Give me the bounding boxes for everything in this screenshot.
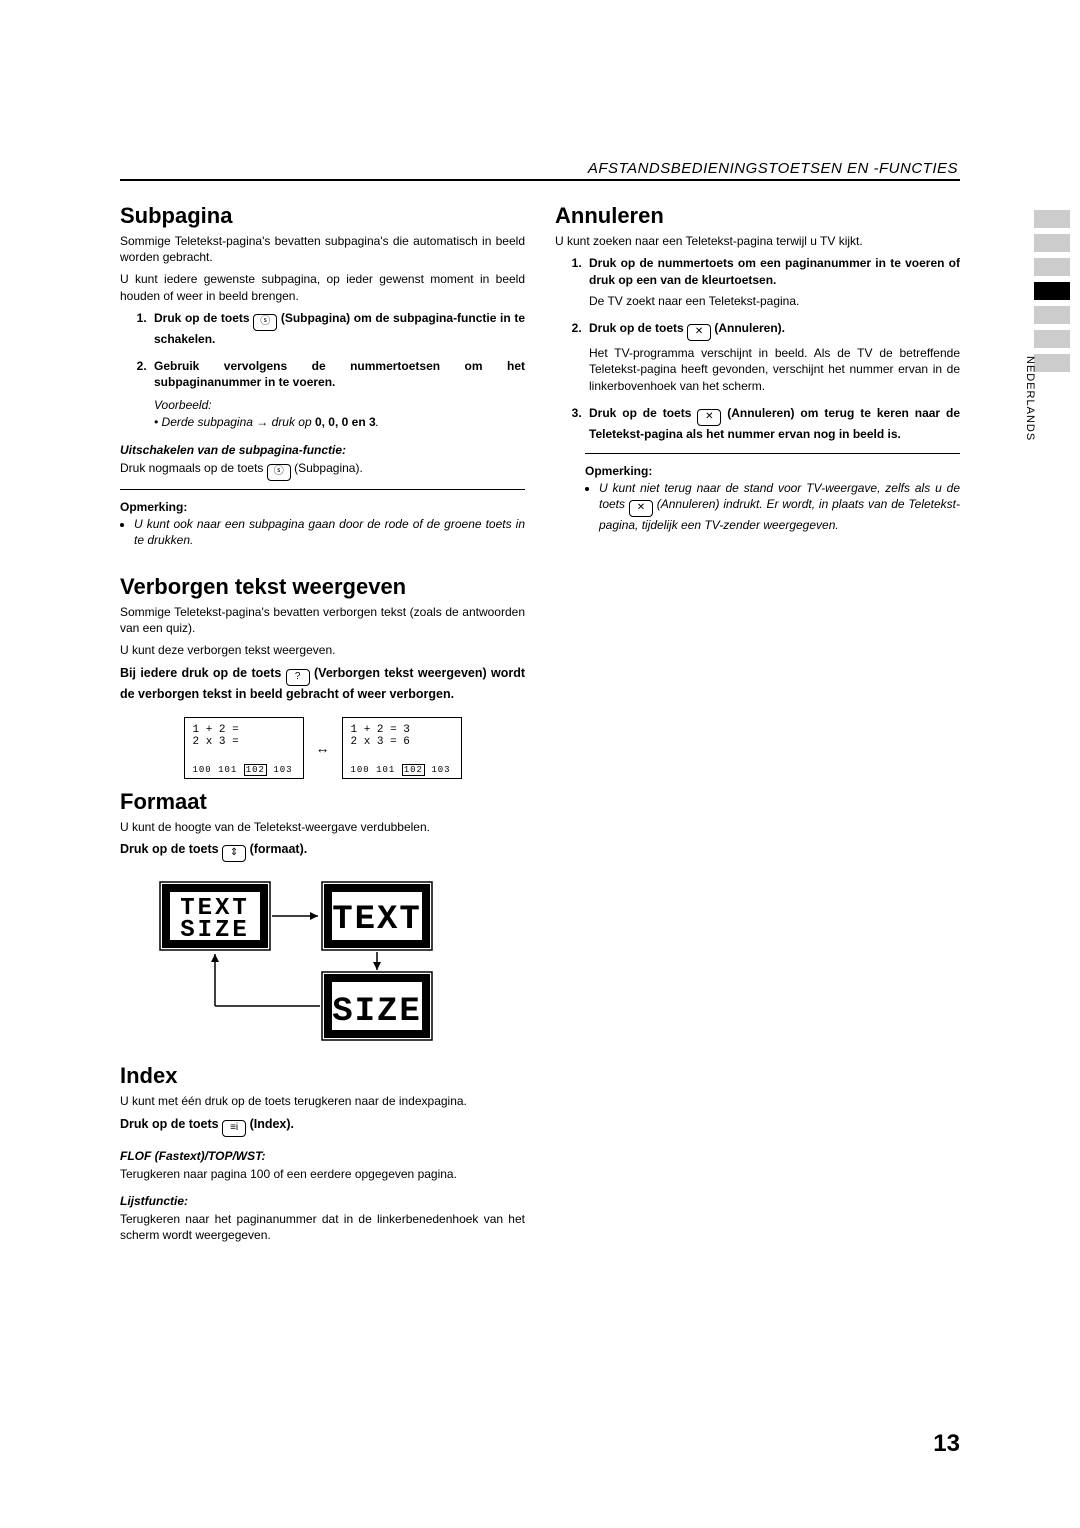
header-rule bbox=[120, 179, 960, 181]
size-icon: ⇕ bbox=[222, 845, 246, 862]
tab-indicator bbox=[1034, 234, 1070, 252]
note-list: U kunt niet terug naar de stand voor TV-… bbox=[585, 480, 960, 533]
note-list: U kunt ook naar een subpagina gaan door … bbox=[120, 516, 525, 548]
paragraph: Terugkeren naar pagina 100 of een eerder… bbox=[120, 1166, 525, 1182]
svg-text:SIZE: SIZE bbox=[332, 993, 422, 1031]
paragraph: Terugkeren naar het paginanummer dat in … bbox=[120, 1211, 525, 1243]
step-item: Druk op de toets ✕ (Annuleren). Het TV-p… bbox=[585, 320, 960, 395]
heading-formaat: Formaat bbox=[120, 789, 525, 815]
subpage-icon: ⓢ bbox=[253, 314, 277, 331]
instruction: Druk op de toets ≡i (Index). bbox=[120, 1116, 525, 1137]
step-sub: Het TV-programma verschijnt in beeld. Al… bbox=[589, 345, 960, 395]
paragraph: U kunt iedere gewenste subpagina, op ied… bbox=[120, 271, 525, 303]
instruction: Druk op de toets ⇕ (formaat). bbox=[120, 841, 525, 862]
sub-heading-off: Uitschakelen van de subpagina-functie: bbox=[120, 443, 525, 457]
paragraph: U kunt met één druk op de toets terugker… bbox=[120, 1093, 525, 1109]
tv-box-hidden: 1 + 2 = 2 x 3 = 100 101 102 103 bbox=[184, 717, 304, 779]
cancel-icon: ✕ bbox=[629, 500, 653, 517]
tab-indicator-active bbox=[1034, 282, 1070, 300]
note-item: U kunt niet terug naar de stand voor TV-… bbox=[599, 480, 960, 533]
divider bbox=[585, 453, 960, 454]
paragraph: U kunt zoeken naar een Teletekst-pagina … bbox=[555, 233, 960, 249]
tv-box-revealed: 1 + 2 = 3 2 x 3 = 6 100 101 102 103 bbox=[342, 717, 462, 779]
heading-index: Index bbox=[120, 1063, 525, 1089]
index-icon: ≡i bbox=[222, 1120, 246, 1137]
manual-page: AFSTANDSBEDIENINGSTOETSEN EN -FUNCTIES N… bbox=[0, 0, 1080, 1528]
page-number: 13 bbox=[933, 1430, 960, 1458]
divider bbox=[120, 489, 525, 490]
note-heading: Opmerking: bbox=[585, 464, 960, 478]
step-item: Druk op de toets ✕ (Annuleren) om terug … bbox=[585, 405, 960, 443]
tab-indicator bbox=[1034, 354, 1070, 372]
tab-indicator bbox=[1034, 330, 1070, 348]
tab-indicator bbox=[1034, 306, 1070, 324]
paragraph: Sommige Teletekst-pagina's bevatten verb… bbox=[120, 604, 525, 636]
sub-heading-flof: FLOF (Fastext)/TOP/WST: bbox=[120, 1149, 525, 1163]
svg-text:SIZE: SIZE bbox=[180, 917, 250, 944]
language-label: NEDERLANDS bbox=[1024, 356, 1036, 441]
step-item: Druk op de toets ⓢ (Subpagina) om de sub… bbox=[150, 310, 525, 348]
paragraph: U kunt deze verborgen tekst weergeven. bbox=[120, 642, 525, 658]
step-item: Druk op de nummertoets om een paginanumm… bbox=[585, 255, 960, 309]
subpage-icon: ⓢ bbox=[267, 464, 291, 481]
reveal-diagram: 1 + 2 = 2 x 3 = 100 101 102 103 ↔ 1 + 2 … bbox=[120, 717, 525, 779]
paragraph: Sommige Teletekst-pagina's bevatten subp… bbox=[120, 233, 525, 265]
tab-indicator bbox=[1034, 258, 1070, 276]
side-tabs bbox=[1034, 210, 1070, 378]
note-item: U kunt ook naar een subpagina gaan door … bbox=[134, 516, 525, 548]
note-heading: Opmerking: bbox=[120, 500, 525, 514]
step-sub: De TV zoekt naar een Teletekst-pagina. bbox=[589, 293, 960, 310]
cancel-icon: ✕ bbox=[697, 409, 721, 426]
chapter-title: AFSTANDSBEDIENINGSTOETSEN EN -FUNCTIES bbox=[120, 160, 960, 179]
paragraph: Druk nogmaals op de toets ⓢ (Subpagina). bbox=[120, 460, 525, 481]
example-label: Voorbeeld: bbox=[154, 397, 525, 414]
step-item: Gebruik vervolgens de nummertoetsen om h… bbox=[150, 358, 525, 431]
svg-text:TEXT: TEXT bbox=[332, 901, 422, 939]
heading-subpagina: Subpagina bbox=[120, 203, 525, 229]
double-arrow-icon: ↔ bbox=[316, 740, 330, 756]
reveal-icon: ? bbox=[286, 669, 310, 686]
left-column: Subpagina Sommige Teletekst-pagina's bev… bbox=[120, 203, 525, 1249]
heading-annuleren: Annuleren bbox=[555, 203, 960, 229]
format-diagram: TEXT SIZE TEXT SIZE bbox=[150, 872, 525, 1057]
right-column: Annuleren U kunt zoeken naar een Teletek… bbox=[555, 203, 960, 1249]
example-line: • Derde subpagina → druk op 0, 0, 0 en 3… bbox=[154, 414, 525, 431]
cancel-icon: ✕ bbox=[687, 324, 711, 341]
instruction: Bij iedere druk op de toets ? (Verborgen… bbox=[120, 665, 525, 704]
paragraph: U kunt de hoogte van de Teletekst-weerga… bbox=[120, 819, 525, 835]
heading-verborgen: Verborgen tekst weergeven bbox=[120, 574, 525, 600]
tab-indicator bbox=[1034, 210, 1070, 228]
sub-heading-lijst: Lijstfunctie: bbox=[120, 1194, 525, 1208]
